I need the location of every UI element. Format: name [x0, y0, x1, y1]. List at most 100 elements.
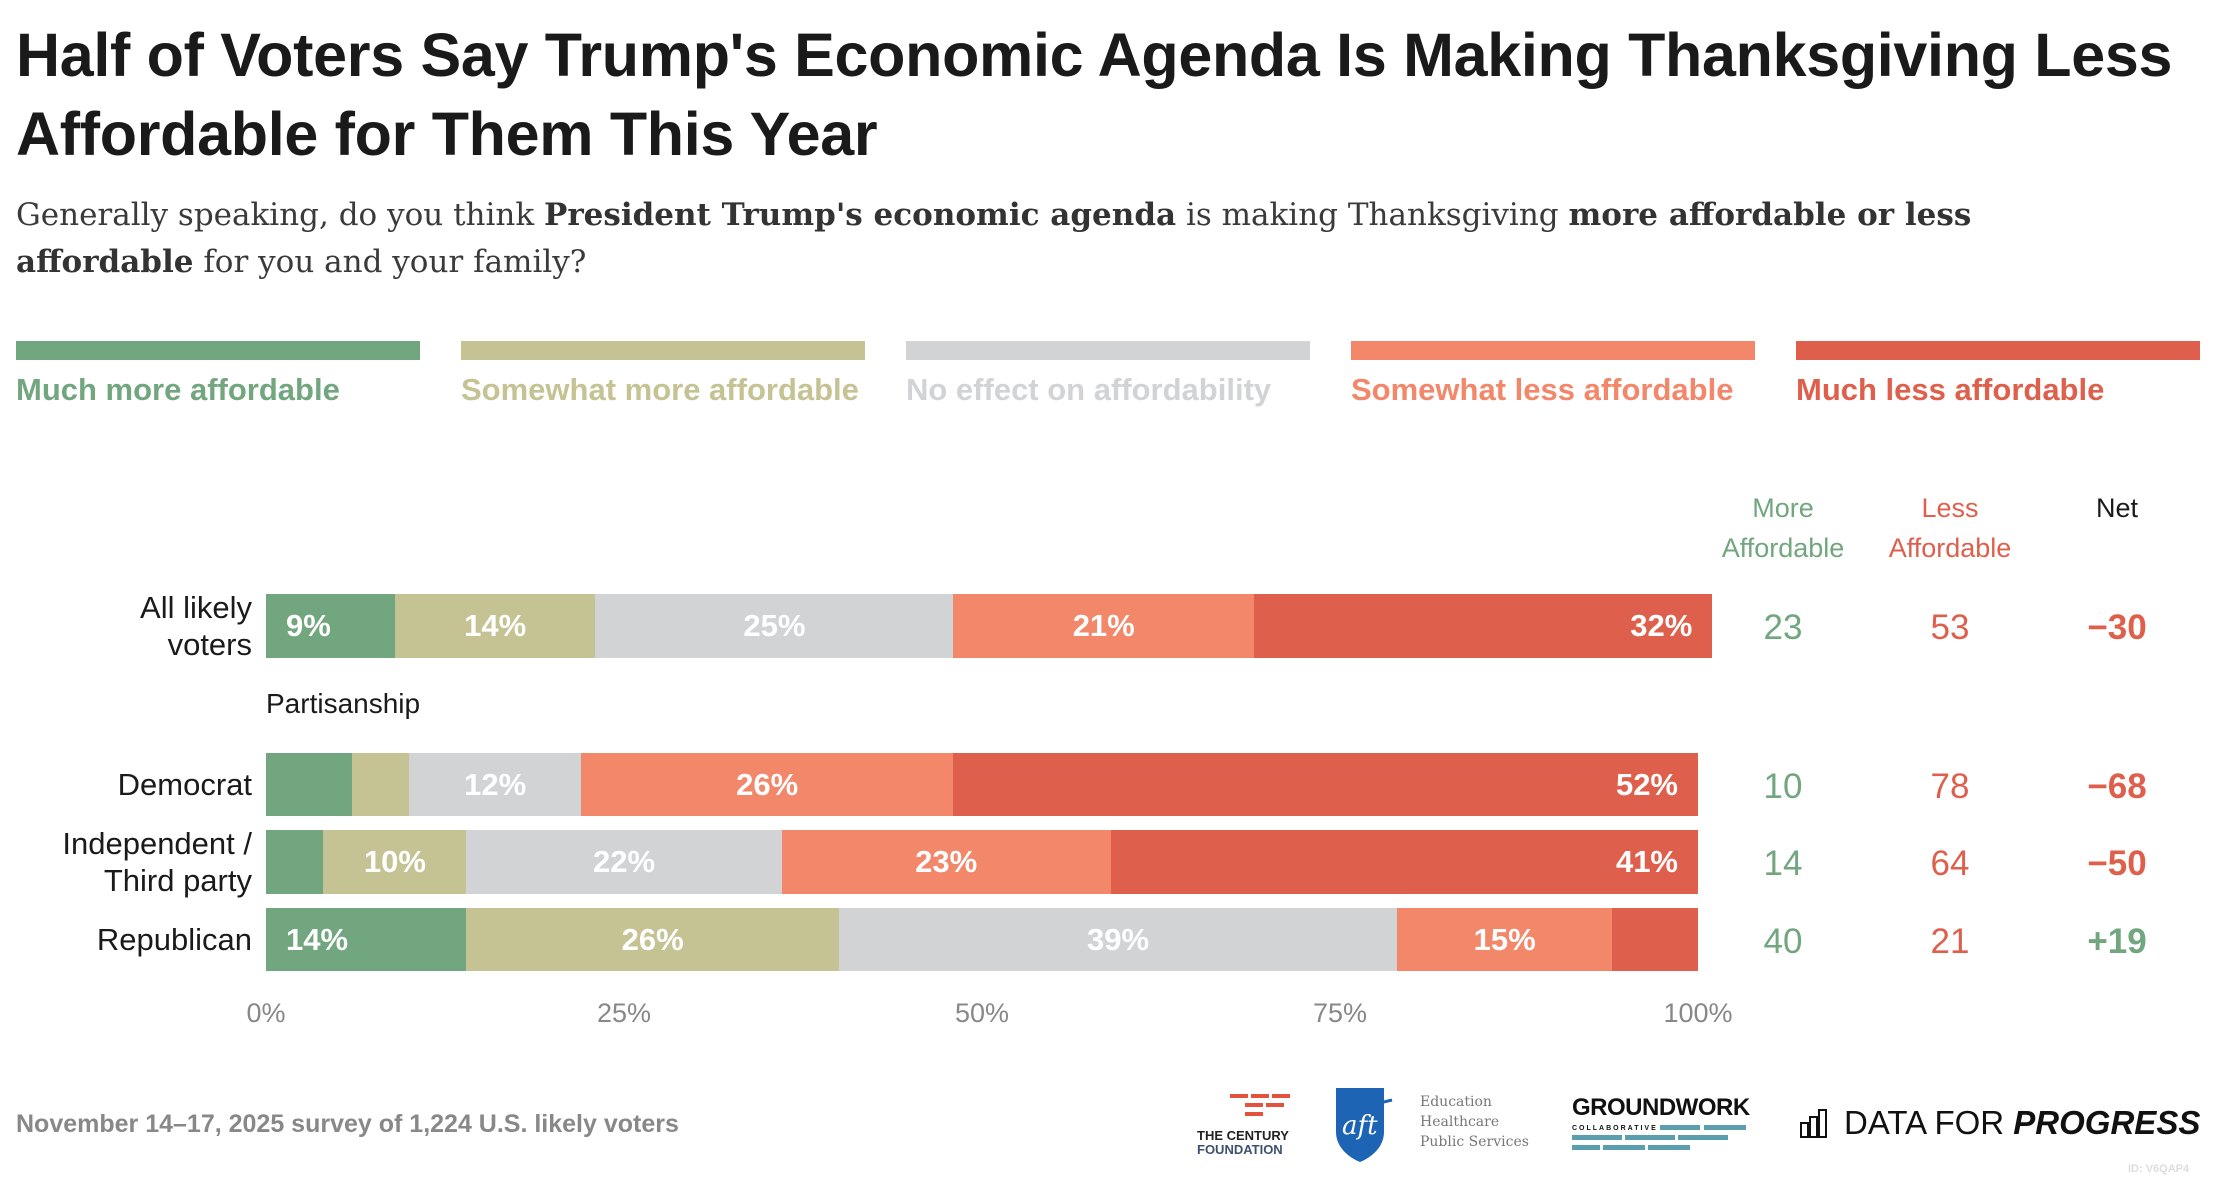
- dfp-wordmark-bold: PROGRESS: [2013, 1104, 2201, 1141]
- bar-segment-no-effect: [466, 830, 782, 894]
- less-affordable-value: 21: [1930, 921, 1970, 961]
- bar-segment-no-effect: [838, 908, 1398, 971]
- data-for-progress-logo: DATA FOR PROGRESS: [1800, 1105, 2210, 1141]
- subtitle-text: Generally speaking, do you think: [16, 197, 545, 233]
- net-value: −68: [2087, 766, 2147, 806]
- column-header-word: Affordable: [1721, 533, 1845, 563]
- legend-swatch: [1351, 341, 1755, 360]
- bar-chart-icon: [1800, 1109, 1827, 1138]
- row-label-line: Democrat: [117, 767, 252, 802]
- net-value: −50: [2087, 844, 2147, 883]
- bar-segment-much-less: [1254, 594, 1713, 658]
- legend-label: Much less affordable: [1796, 372, 2105, 407]
- bar-segment-much-less: [1110, 830, 1698, 894]
- column-header-word: Less: [1921, 493, 1979, 523]
- net-value: −30: [2087, 608, 2147, 647]
- x-tick-label: 100%: [1663, 998, 1733, 1028]
- bar-segment-no-effect: [409, 753, 582, 816]
- century-foundation-line2: FOUNDATION: [1197, 1142, 1283, 1157]
- bar-data-label: 14%: [464, 608, 527, 643]
- legend-item-much-less: Much less affordable: [1796, 341, 2200, 412]
- footer-note: November 14–17, 2025 survey of 1,224 U.S…: [16, 1110, 679, 1138]
- more-affordable-value: 14: [1763, 844, 1803, 883]
- row-label: All likely voters: [140, 589, 252, 663]
- legend-label: No effect on affordability: [906, 372, 1272, 407]
- more-affordable-value: 40: [1763, 921, 1803, 961]
- row-label-line: Republican: [96, 922, 252, 957]
- more-affordable-value: 10: [1763, 766, 1803, 806]
- less-affordable-value: 78: [1930, 766, 1970, 806]
- row-label-line: Third party: [103, 863, 252, 898]
- x-tick-label: 25%: [596, 998, 652, 1028]
- bar-segment-somewhat-less: [581, 753, 954, 816]
- less-affordable-value: 53: [1930, 608, 1970, 647]
- svg-text:COLLABORATIVE: COLLABORATIVE: [1572, 1125, 1658, 1132]
- bar-segment-somewhat-more: [323, 830, 467, 894]
- bar-segment-much-more: [266, 594, 395, 658]
- chart-id: ID: V6QAP4: [2128, 1163, 2190, 1175]
- x-tick-label: 0%: [246, 998, 286, 1028]
- row-label-line: Independent /: [62, 826, 252, 861]
- bar-data-label: 41%: [1615, 844, 1678, 879]
- row-label-line: All likely: [140, 590, 252, 625]
- dfp-wordmark: DATA FOR PROGRESS: [1844, 1105, 2200, 1141]
- more-affordable-value: 23: [1763, 608, 1803, 647]
- legend-swatch: [461, 341, 865, 360]
- legend-swatch: [1796, 341, 2200, 360]
- subtitle-emphasis: President Trump's economic agenda: [544, 197, 1177, 233]
- column-header-word: More: [1752, 493, 1814, 523]
- legend-swatch: [16, 341, 420, 360]
- column-header-net: Net: [2095, 493, 2139, 523]
- legend-item-no-effect: No effect on affordability: [906, 341, 1310, 412]
- century-foundation-mark-icon: [1230, 1094, 1290, 1116]
- dfp-wordmark-light: DATA FOR: [1844, 1104, 2014, 1141]
- bar-segment-somewhat-more: [466, 908, 839, 971]
- subtitle-emphasis: more affordable or less affordable: [16, 197, 1972, 280]
- bar-data-label: 32%: [1630, 608, 1693, 643]
- aft-line3: Public Services: [1420, 1134, 1529, 1150]
- bar-segment-somewhat-more: [351, 753, 410, 816]
- bar-segment-much-less: [953, 753, 1698, 816]
- column-header-word: Affordable: [1888, 533, 2012, 563]
- bar-data-label: 12%: [464, 766, 527, 802]
- groundwork-wordmark: GROUNDWORK: [1572, 1094, 1750, 1121]
- group-label-partisanship: Partisanship: [266, 688, 421, 719]
- aft-logo: aft Education Healthcare Public Services: [1334, 1086, 1534, 1166]
- bar-data-label: 15%: [1473, 921, 1536, 957]
- bar-data-label: 25%: [743, 608, 806, 643]
- net-value: +19: [2087, 921, 2147, 961]
- aft-tagline: Education Healthcare Public Services: [1420, 1092, 1529, 1152]
- century-foundation-logo: THE CENTURY FOUNDATION: [1197, 1094, 1293, 1157]
- bar-segment-somewhat-less: [781, 830, 1111, 894]
- bar-data-label: 26%: [736, 766, 799, 802]
- aft-shield-icon: aft: [1336, 1088, 1393, 1162]
- bar-segment-somewhat-less: [1397, 908, 1613, 971]
- row-label: Democrat: [118, 766, 252, 803]
- groundwork-bricks-icon: COLLABORATIVE: [1572, 1125, 1746, 1150]
- bar-segment-no-effect: [595, 594, 954, 658]
- bar-segment-somewhat-less: [953, 594, 1255, 658]
- legend-item-somewhat-less: Somewhat less affordable: [1351, 341, 1755, 412]
- x-tick-label: 75%: [1312, 998, 1368, 1028]
- svg-text:aft: aft: [1342, 1111, 1378, 1141]
- column-header-less: Less Affordable: [1870, 488, 2030, 568]
- bar-data-label: 10%: [363, 844, 426, 879]
- legend-swatch: [906, 341, 1310, 360]
- bar-data-label: 22%: [592, 844, 656, 879]
- chart-subtitle: Generally speaking, do you think Preside…: [16, 192, 2116, 286]
- bar-data-label: 9%: [286, 608, 331, 643]
- bar-segment-much-more: [266, 830, 324, 894]
- subtitle-text: is making Thanksgiving: [1176, 197, 1569, 233]
- century-foundation-line1: THE CENTURY: [1197, 1128, 1289, 1143]
- subtitle-text: for you and your family?: [193, 244, 587, 280]
- bar-data-label: 26%: [621, 921, 684, 957]
- aft-line2: Healthcare: [1420, 1114, 1500, 1130]
- groundwork-logo: GROUNDWORK COLLABORATIVE: [1572, 1096, 1752, 1158]
- row-label: Independent / Third party: [62, 825, 252, 899]
- bar-segment-somewhat-more: [394, 594, 596, 658]
- bar-data-label: 21%: [1072, 608, 1135, 643]
- bar-segment-much-more: [266, 908, 467, 971]
- legend-item-much-more: Much more affordable: [16, 341, 420, 412]
- bar-data-label: 52%: [1615, 766, 1678, 802]
- chart-title: Half of Voters Say Trump's Economic Agen…: [16, 21, 2173, 168]
